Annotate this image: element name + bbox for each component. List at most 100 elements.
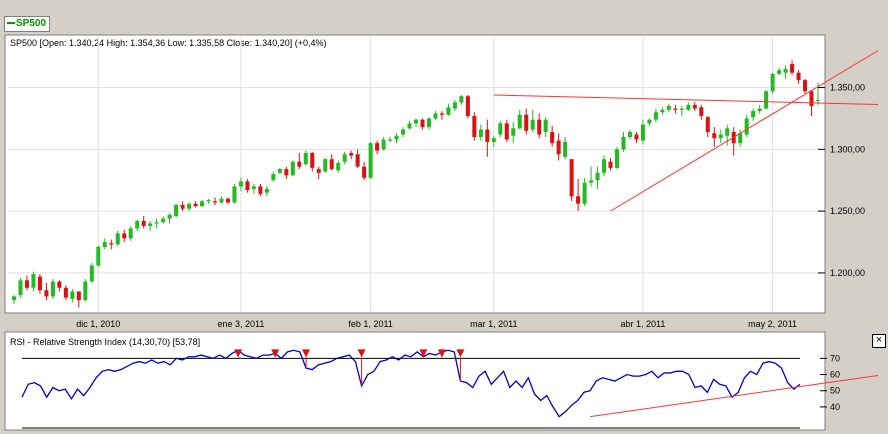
price-y-tick-label: 1.200,00 <box>830 268 865 278</box>
rsi-marker-triangle <box>456 349 465 358</box>
candle <box>498 120 503 137</box>
candle <box>310 151 315 172</box>
candle <box>225 197 230 204</box>
rsi-grid <box>22 357 800 429</box>
price-x-tick-label: dic 1, 2010 <box>76 319 120 329</box>
rsi-marker-triangle <box>437 349 446 358</box>
candle <box>115 230 120 246</box>
candle-body <box>465 96 470 116</box>
candle-body <box>50 281 55 297</box>
candle-body <box>764 91 769 109</box>
price-candles <box>11 60 821 308</box>
candle-body <box>699 107 704 116</box>
candle-body <box>485 129 490 142</box>
candle-body <box>770 73 775 92</box>
candle <box>666 103 671 113</box>
candle <box>653 108 658 123</box>
price-x-tick-label: ene 3, 2011 <box>217 319 264 329</box>
price-x-tick-label: feb 1, 2011 <box>348 319 392 329</box>
candle-body <box>491 138 496 142</box>
candle <box>770 72 775 94</box>
candle-body <box>627 132 632 137</box>
candle-body <box>660 109 665 113</box>
price-trendline <box>610 50 879 212</box>
rsi-y-tick-label: 70 <box>830 353 840 363</box>
candle-body <box>271 174 276 181</box>
candle-body <box>504 123 509 140</box>
candle-body <box>154 222 159 224</box>
price-trendlines[interactable] <box>493 50 879 212</box>
candle <box>245 179 250 193</box>
candle <box>316 166 321 179</box>
rsi-header: RSI - Relative Strength Index (14,30,70)… <box>10 337 200 347</box>
price-x-tick-label: mar 1, 2011 <box>470 319 517 329</box>
candle-body <box>31 274 36 288</box>
candle <box>446 103 451 116</box>
candle-body <box>589 180 594 183</box>
candle <box>174 203 179 218</box>
candle-body <box>569 159 574 197</box>
candle <box>394 133 399 144</box>
candle <box>660 107 665 115</box>
candle <box>420 118 425 130</box>
candle-body <box>316 169 321 173</box>
candle <box>744 114 749 137</box>
candle <box>102 238 107 250</box>
candle <box>31 271 36 292</box>
candle-body <box>621 136 626 150</box>
candle-body <box>796 72 801 81</box>
candle <box>277 167 282 175</box>
candle <box>524 108 529 135</box>
close-rsi-icon[interactable]: × <box>872 334 886 348</box>
candle <box>200 200 205 208</box>
symbol-tab[interactable]: SP500 <box>4 16 51 32</box>
candle-body <box>537 119 542 135</box>
candle <box>608 157 613 171</box>
candle-body <box>187 203 192 209</box>
candle-body <box>148 223 153 226</box>
price-x-tick-label: may 2, 2011 <box>748 319 797 329</box>
candle-body <box>413 119 419 124</box>
candle-body <box>303 153 308 165</box>
candle <box>258 183 263 197</box>
candle-body <box>135 221 140 229</box>
candle-body <box>433 113 438 119</box>
candle-body <box>310 153 315 168</box>
candle <box>569 159 574 202</box>
candle-body <box>725 128 730 136</box>
candle-body <box>284 169 289 176</box>
candle-body <box>57 281 62 288</box>
rsi-trendline[interactable] <box>589 374 879 418</box>
candle-body <box>401 129 406 135</box>
candle-body <box>102 242 107 247</box>
candle <box>712 127 717 147</box>
candle <box>530 109 535 133</box>
candle-body <box>368 143 373 178</box>
candle <box>297 153 302 170</box>
candle-body <box>511 128 516 136</box>
candle-body <box>614 149 620 168</box>
candle-body <box>375 143 380 151</box>
candle-body <box>44 290 49 297</box>
candle-body <box>18 280 23 296</box>
candle-body <box>37 276 42 291</box>
rsi-marker-triangle <box>419 349 428 358</box>
candle <box>122 229 127 243</box>
rsi-marker-triangle <box>357 349 366 358</box>
candle <box>135 219 140 231</box>
candle-body <box>666 106 671 110</box>
candle <box>692 102 697 112</box>
candle-body <box>115 233 120 245</box>
candle-body <box>24 280 29 288</box>
candle-body <box>70 291 75 299</box>
candle-body <box>251 186 256 189</box>
candle-body <box>63 287 68 298</box>
candle-body <box>705 117 710 133</box>
candle-body <box>692 104 697 109</box>
candle-body <box>459 96 464 103</box>
candle <box>452 99 457 112</box>
candle <box>582 177 587 207</box>
candle <box>485 119 490 157</box>
candle <box>556 133 561 161</box>
candle <box>251 183 256 194</box>
